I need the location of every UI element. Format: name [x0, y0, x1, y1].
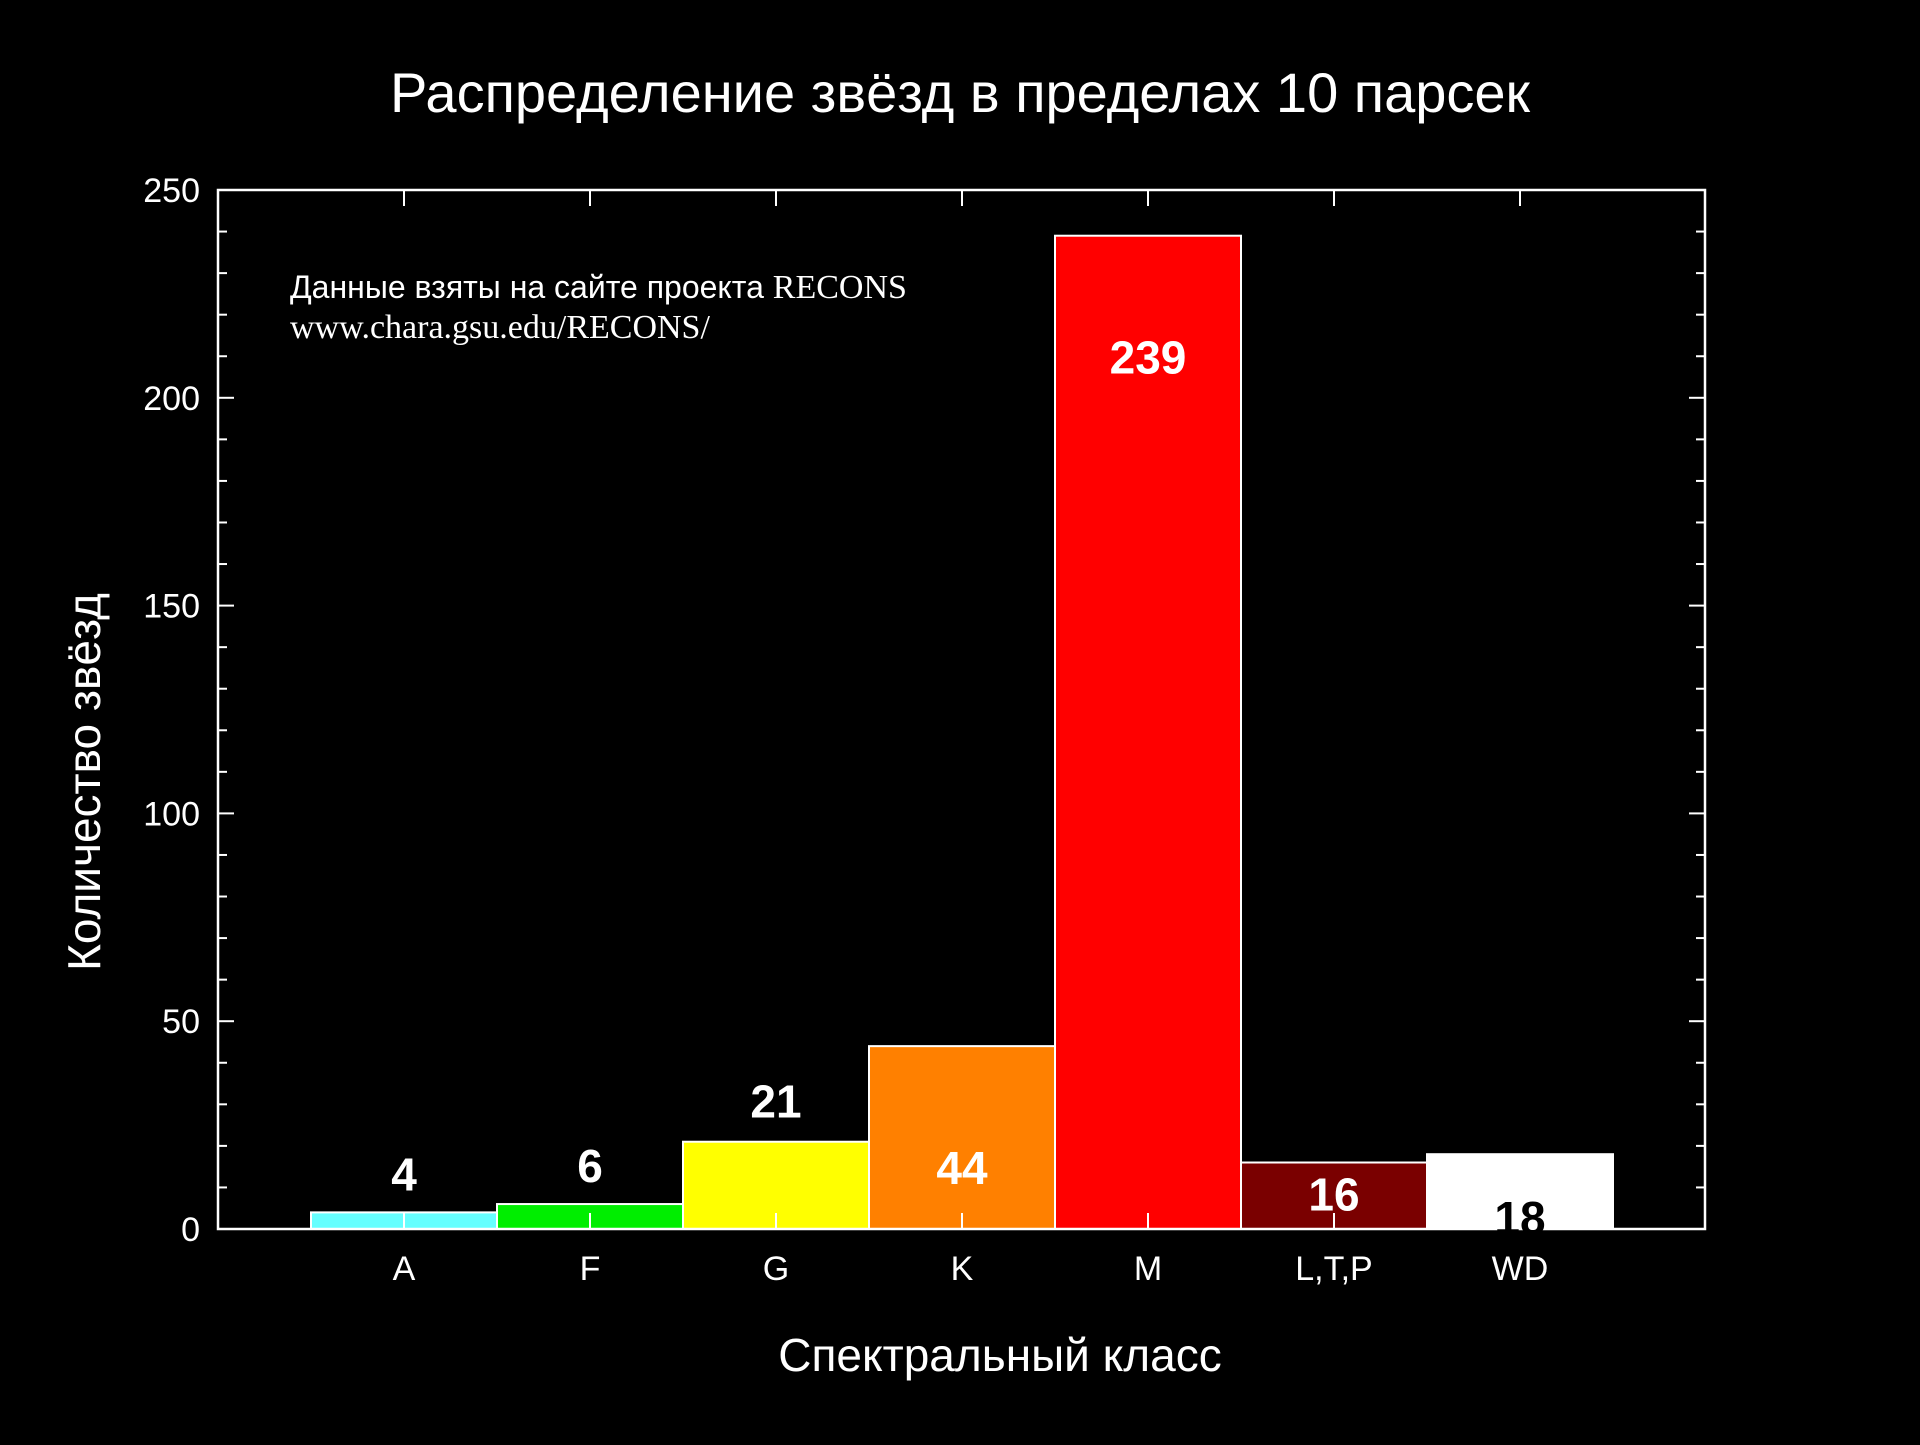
data-label: 16 [1308, 1169, 1359, 1221]
bars-layer [310, 234, 1614, 1231]
annotation-text: Данные взяты на сайте проекта [290, 269, 773, 305]
x-tick-label: F [580, 1250, 601, 1288]
bar-k [868, 1045, 1056, 1230]
annotation-project-name: RECONS [773, 269, 907, 306]
x-axis-title: Спектральный класс [778, 1329, 1221, 1381]
y-tick-label: 200 [143, 380, 200, 418]
x-tick-label: A [393, 1250, 416, 1288]
annotation-url: www.chara.gsu.edu/RECONS/ [290, 309, 710, 346]
x-tick-label: K [951, 1250, 974, 1288]
data-label: 4 [391, 1148, 417, 1200]
x-tick-label: L,T,P [1295, 1250, 1372, 1288]
y-axis-title: Количество звёзд [58, 593, 110, 971]
x-tick-label: WD [1492, 1250, 1549, 1288]
data-labels-layer: 4 6 21 44 239 16 18 [391, 332, 1545, 1244]
y-tick-label: 0 [181, 1211, 200, 1249]
chart-title: Распределение звёзд в пределах 10 парсек [390, 61, 1531, 124]
y-tick-label: 50 [162, 1003, 200, 1041]
data-label: 18 [1494, 1192, 1545, 1244]
annotation-line-1: Данные взяты на сайте проекта RECONS [290, 269, 907, 306]
x-tick-label: G [763, 1250, 789, 1288]
bar-m [1054, 234, 1242, 1230]
y-tick-label: 250 [143, 172, 200, 210]
y-tick-label: 150 [143, 588, 200, 626]
y-tick-label: 100 [143, 795, 200, 833]
data-label: 44 [936, 1142, 988, 1194]
x-tick-label: M [1134, 1250, 1162, 1288]
source-annotation: Данные взяты на сайте проекта RECONS www… [290, 269, 907, 346]
data-label: 21 [750, 1076, 801, 1128]
data-label: 239 [1110, 332, 1187, 384]
data-label: 6 [577, 1140, 603, 1192]
axes-layer: 0 50 100 150 200 250 A F G K M L,T,P WD [143, 172, 1707, 1288]
